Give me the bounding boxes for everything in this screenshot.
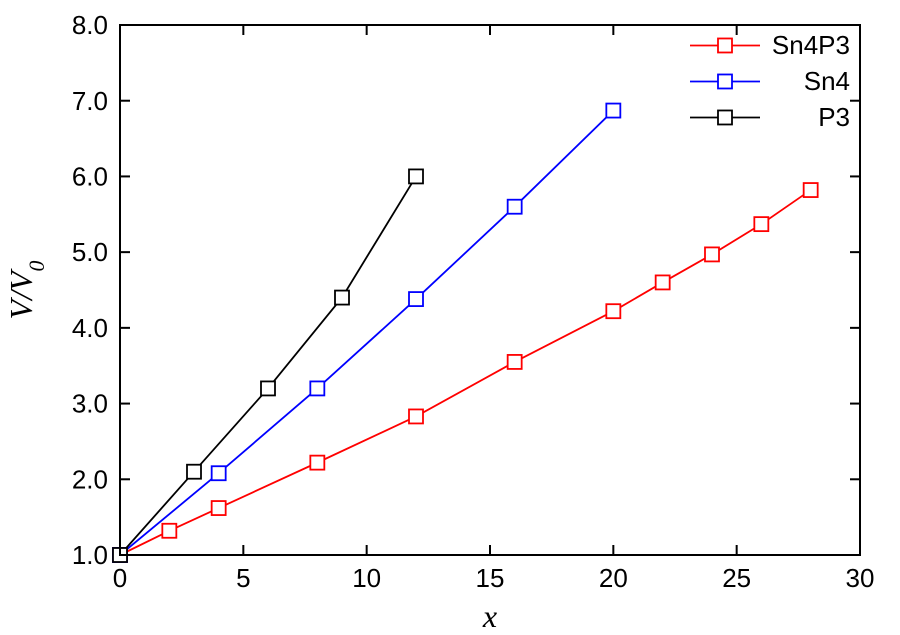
x-tick-label: 15: [476, 563, 505, 593]
legend-label: Sn4: [804, 66, 850, 96]
data-marker: [508, 355, 522, 369]
x-tick-label: 25: [722, 563, 751, 593]
data-marker: [754, 217, 768, 231]
y-tick-label: 2.0: [72, 464, 108, 494]
data-marker: [261, 381, 275, 395]
x-axis-label: x: [482, 598, 497, 634]
y-tick-label: 4.0: [72, 313, 108, 343]
data-marker: [212, 466, 226, 480]
volume-ratio-chart: 0 5 10 15 20 25 30 1.0 2.0 3.0 4.0 5.0 6.0 7.0 8.0 Sn4…: [0, 0, 900, 635]
y-tick-label: 3.0: [72, 389, 108, 419]
data-marker: [656, 275, 670, 289]
data-marker: [162, 524, 176, 538]
x-tick-label: 5: [236, 563, 250, 593]
data-marker: [310, 381, 324, 395]
y-tick-label: 1.0: [72, 540, 108, 570]
data-marker: [212, 501, 226, 515]
data-marker: [335, 291, 349, 305]
legend-label: P3: [818, 102, 850, 132]
chart-background: [0, 0, 900, 635]
legend-marker: [718, 110, 732, 124]
data-marker: [310, 456, 324, 470]
data-marker: [508, 200, 522, 214]
x-tick-label: 10: [352, 563, 381, 593]
y-tick-label: 6.0: [72, 162, 108, 192]
data-marker: [187, 465, 201, 479]
y-tick-label: 8.0: [72, 10, 108, 40]
y-tick-label: 7.0: [72, 86, 108, 116]
x-tick-label: 20: [599, 563, 628, 593]
data-marker: [409, 292, 423, 306]
data-marker: [804, 183, 818, 197]
data-marker: [705, 247, 719, 261]
data-marker: [606, 104, 620, 118]
legend-marker: [718, 38, 732, 52]
legend-marker: [718, 74, 732, 88]
data-marker: [409, 409, 423, 423]
x-tick-label: 30: [846, 563, 875, 593]
data-marker: [409, 169, 423, 183]
y-tick-label: 5.0: [72, 237, 108, 267]
data-marker: [606, 304, 620, 318]
x-tick-label: 0: [113, 563, 127, 593]
legend-label: Sn4P3: [772, 30, 850, 60]
